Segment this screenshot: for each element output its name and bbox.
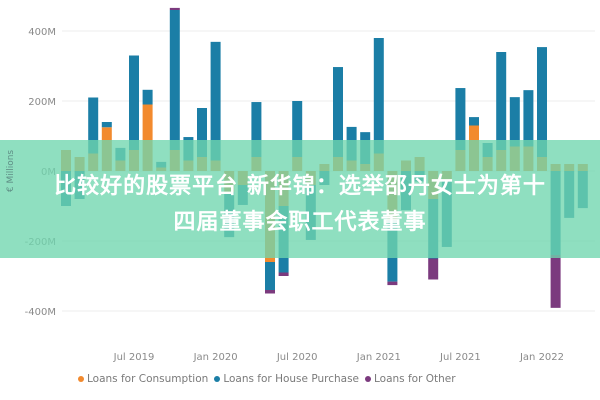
legend-label: Loans for House Purchase [223,373,359,385]
legend-label: Loans for Consumption [87,373,209,385]
bar-segment [469,117,479,126]
bar-segment [265,290,275,294]
y-tick-label: 400M [28,27,56,38]
bar-segment [129,55,139,150]
legend-item-other[interactable]: Loans for Other [365,373,456,385]
bar-segment [142,89,153,105]
y-axis-title: € Millions [6,149,16,193]
bar-segment [523,90,534,147]
bar-segment [101,122,112,128]
bar-segment [509,97,520,147]
y-tick-label: -400M [25,307,56,318]
y-tick-label: 200M [28,97,56,108]
x-tick-label: Jan 2021 [356,352,401,363]
bar-segment [387,281,398,286]
bar-segment [210,41,221,161]
overlay-title-line2: 四届董事会职工代表董事 [173,210,427,235]
bar-segment [142,104,153,171]
bar-segment [278,272,289,276]
bar-segment [169,7,180,10]
legend-dot [214,376,221,382]
bar-segment [455,88,466,150]
x-tick-label: Jul 2020 [276,352,318,363]
bar-segment [251,102,262,157]
x-tick-label: Jan 2020 [193,352,238,363]
bar-segment [292,101,303,157]
legend-dot [78,376,84,382]
legend: Loans for Consumption Loans for House Pu… [78,373,456,385]
legend-item-consumption[interactable]: Loans for Consumption [78,373,208,385]
overlay-banner: 比较好的股票平台 新华锦：选举邵丹女士为第十 四届董事会职工代表董事 [0,140,600,258]
legend-item-house-purchase[interactable]: Loans for House Purchase [214,373,359,385]
legend-dot [365,376,371,382]
x-tick-label: Jul 2019 [113,352,155,363]
bar-segment [197,108,207,157]
bar-segment [265,262,275,290]
bar-segment [373,38,384,154]
overlay-title-line1: 比较好的股票平台 新华锦：选举邵丹女士为第十 [54,174,546,199]
bar-segment [550,255,561,308]
bar-segment [333,67,343,157]
bar-segment [169,10,180,150]
x-tick-label: Jul 2021 [439,352,481,363]
bar-segment [537,47,547,157]
bar-segment [496,52,507,150]
bar-segment [428,258,439,280]
legend-label: Loans for Other [374,373,456,385]
x-tick-label: Jan 2022 [519,352,564,363]
bar-segment [88,97,99,154]
